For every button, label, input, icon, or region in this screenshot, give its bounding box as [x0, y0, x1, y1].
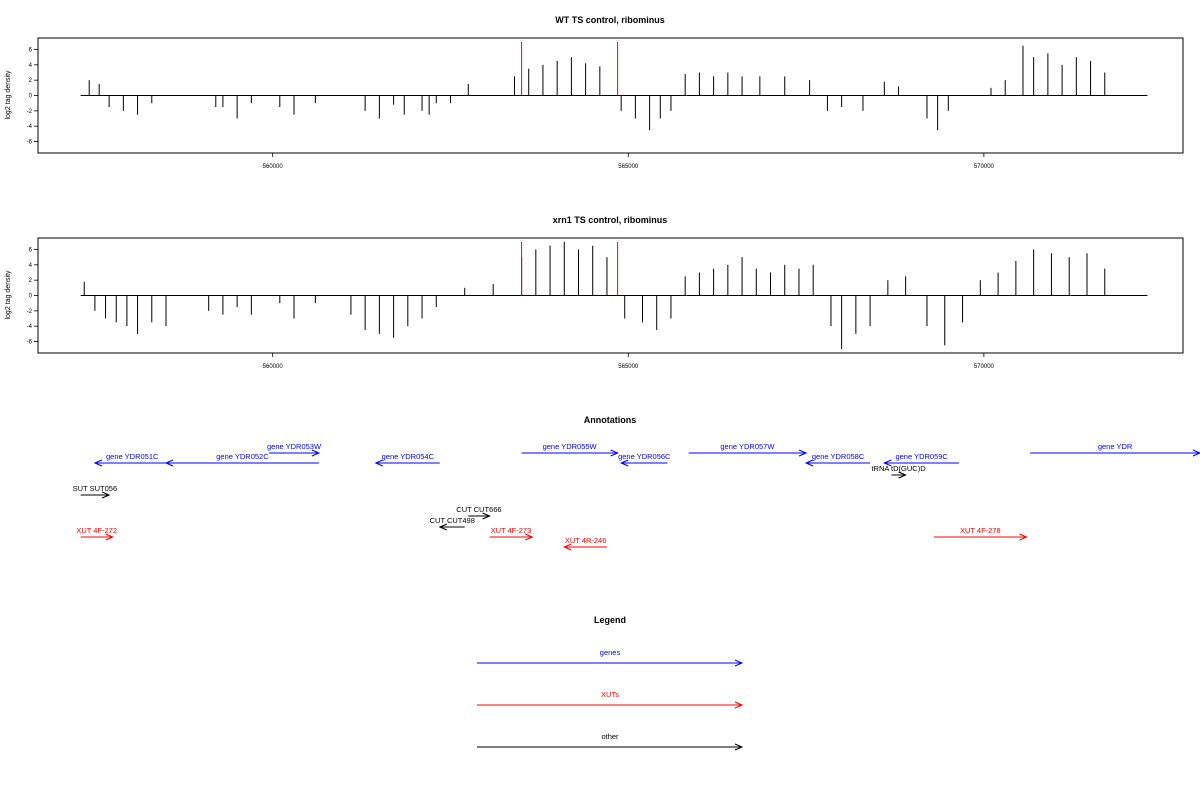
- xrn1-y-tick-label: 0: [29, 294, 33, 300]
- gene-feature-arrow: [1192, 449, 1200, 457]
- gene-feature-label: gene YDR056C: [618, 452, 671, 461]
- annotations-panel: Annotations gene YDR051C gene YDR052Cgene…: [73, 415, 1200, 551]
- other-feature-arrow: [482, 512, 491, 520]
- xut-feature-label: XUT 4F-272: [76, 526, 117, 535]
- xrn1-x-tick-label: 570000: [974, 364, 995, 370]
- xrn1-y-tick-label: 4: [29, 263, 33, 269]
- wt-y-tick-label: 6: [29, 48, 33, 54]
- gene-feature-label: gene YDR054C: [382, 452, 435, 461]
- gene-feature-label: gene YDR059C: [895, 452, 948, 461]
- legend-panel: Legend genes XUTs other: [477, 615, 744, 751]
- xrn1-y-tick-label: -4: [27, 324, 33, 330]
- gene-feature-label: gene YDR057W: [720, 442, 775, 451]
- xrn1-y-tick-label: 2: [29, 278, 33, 284]
- wt-x-tick-label: 565000: [618, 164, 639, 170]
- xut-feature-arrow: [525, 533, 534, 541]
- xrn1-coverage-panel: xrn1 TS control, ribominus log2 tag dens…: [5, 215, 1184, 370]
- xrn1-y-tick-label: 6: [29, 248, 33, 254]
- xut-feature-label: XUT 4F-273: [491, 526, 532, 535]
- xrn1-x-tick-label: 565000: [618, 364, 639, 370]
- legend-arrow: [734, 659, 744, 667]
- xrn1-markers: [521, 242, 619, 296]
- legend-label: XUTs: [601, 690, 619, 699]
- gene-feature-arrow: [164, 459, 174, 467]
- xut-feature-label: XUT 4R-246: [565, 536, 607, 545]
- wt-x-ticks: 560000 565000 570000: [263, 153, 995, 170]
- gene-feature-label: gene YDR055W: [543, 442, 598, 451]
- xut-feature-arrow: [105, 533, 114, 541]
- wt-bars: [80, 45, 1148, 130]
- gene-feature-label: gene YDR053W: [267, 442, 322, 451]
- legend-arrow: [734, 743, 744, 751]
- legend-label: other: [601, 732, 619, 741]
- other-feature-label: CUT CUT666: [456, 505, 501, 514]
- gene-feature-label: gene YDR052C: [216, 452, 269, 461]
- gene-feature-arrow: [883, 459, 892, 467]
- xrn1-y-axis-label: log2 tag density: [5, 270, 12, 320]
- gene-feature-label: gene YDR058C: [812, 452, 865, 461]
- other-feature-arrow: [898, 471, 907, 479]
- gene-feature-arrow: [93, 459, 103, 467]
- legend-items: genes XUTs other: [477, 648, 744, 751]
- wt-y-tick-label: 0: [29, 94, 33, 100]
- wt-panel-title: WT TS control, ribominus: [555, 15, 665, 25]
- xrn1-x-tick-label: 560000: [263, 364, 284, 370]
- gene-feature-arrow: [610, 449, 619, 457]
- xut-feature-label: XUT 4F-278: [960, 526, 1001, 535]
- wt-markers: [521, 42, 619, 96]
- other-feature-label: CUT CUT498: [430, 516, 475, 525]
- gene-feature-arrow: [374, 459, 384, 467]
- xrn1-bars: [80, 241, 1148, 350]
- xrn1-x-ticks: 560000 565000 570000: [263, 353, 995, 370]
- other-feature-label: tRNA tD(GUC)D: [871, 464, 926, 473]
- xrn1-y-ticks: -6 -4 -2 0 2 4 6: [27, 248, 38, 346]
- annotations-title: Annotations: [584, 415, 637, 425]
- other-feature-arrow: [438, 523, 448, 531]
- xrn1-y-tick-label: -6: [27, 340, 33, 346]
- other-feature-arrow: [101, 491, 111, 499]
- gene-feature-arrow: [804, 459, 814, 467]
- xrn1-y-tick-label: -2: [27, 309, 33, 315]
- other-feature-label: SUT SUT056: [73, 484, 117, 493]
- gene-feature-arrow: [619, 459, 629, 467]
- legend-label: genes: [600, 648, 621, 657]
- gene-feature-arrow: [311, 449, 321, 457]
- gene-feature-label: gene YDR051C: [106, 452, 159, 461]
- xut-feature-arrow: [563, 543, 572, 551]
- legend-title: Legend: [594, 615, 626, 625]
- wt-y-tick-label: -2: [27, 109, 33, 115]
- xrn1-panel-title: xrn1 TS control, ribominus: [553, 215, 668, 225]
- xut-feature-arrow: [1019, 533, 1028, 541]
- wt-y-tick-label: -4: [27, 124, 33, 130]
- wt-x-tick-label: 570000: [974, 164, 995, 170]
- wt-y-tick-label: -6: [27, 140, 33, 146]
- gene-feature-arrow: [798, 449, 808, 457]
- gene-feature-label: gene YDR: [1098, 442, 1133, 451]
- wt-y-tick-label: 2: [29, 78, 33, 84]
- legend-arrow: [734, 701, 744, 709]
- wt-x-tick-label: 560000: [263, 164, 284, 170]
- wt-coverage-panel: WT TS control, ribominus log2 tag densit…: [5, 15, 1184, 170]
- wt-y-axis-label: log2 tag density: [5, 70, 12, 120]
- wt-y-tick-label: 4: [29, 63, 33, 69]
- wt-y-ticks: -6 -4 -2 0 2 4 6: [27, 48, 38, 146]
